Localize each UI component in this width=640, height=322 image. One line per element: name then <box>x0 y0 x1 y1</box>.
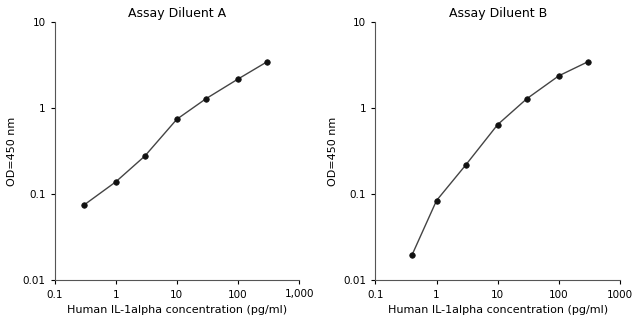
X-axis label: Human IL-1alpha concentration (pg/ml): Human IL-1alpha concentration (pg/ml) <box>388 305 608 315</box>
X-axis label: Human IL-1alpha concentration (pg/ml): Human IL-1alpha concentration (pg/ml) <box>67 305 287 315</box>
Title: Assay Diluent A: Assay Diluent A <box>128 7 226 20</box>
Title: Assay Diluent B: Assay Diluent B <box>449 7 547 20</box>
Y-axis label: OD=450 nm: OD=450 nm <box>7 117 17 186</box>
Y-axis label: OD=450 nm: OD=450 nm <box>328 117 338 186</box>
